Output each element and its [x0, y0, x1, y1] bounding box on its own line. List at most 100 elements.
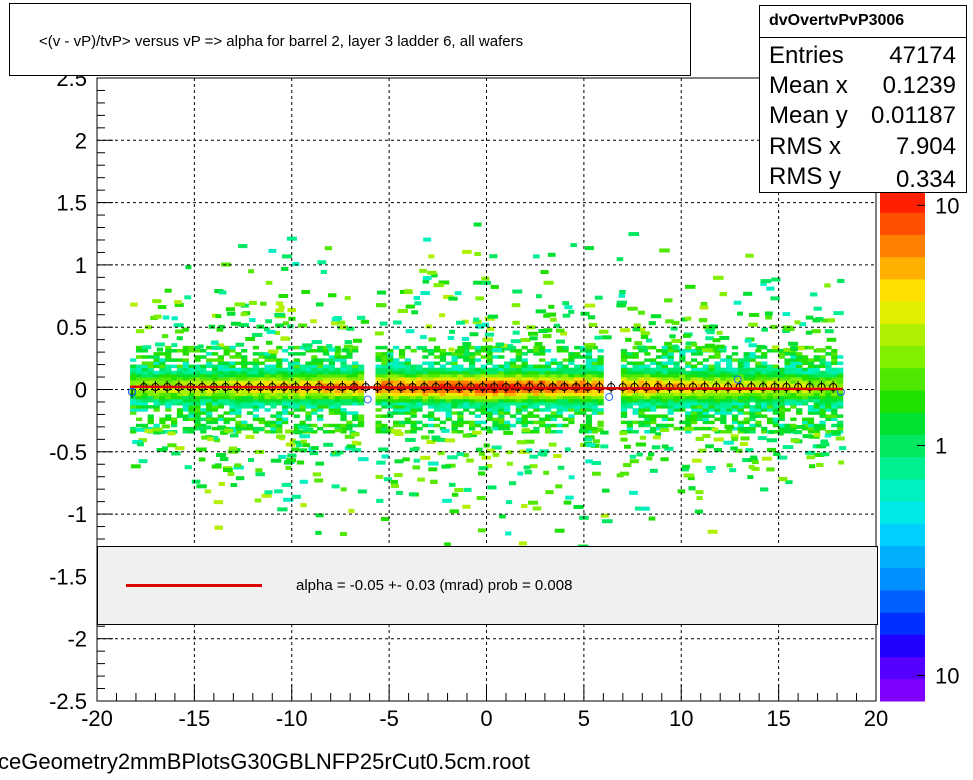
heatmap-cell: [428, 254, 435, 259]
heatmap-cell: [749, 405, 756, 409]
heatmap-cell: [463, 395, 470, 400]
heatmap-cell: [708, 398, 715, 403]
heatmap-cell: [433, 401, 441, 406]
heatmap-cell: [287, 389, 295, 394]
heatmap-cell: [731, 437, 739, 442]
heatmap-cell: [714, 401, 721, 406]
heatmap-cell: [573, 504, 584, 509]
heatmap-cell: [680, 467, 689, 472]
heatmap-cell: [246, 367, 254, 372]
heatmap-cell: [182, 345, 189, 350]
heatmap-cell: [597, 361, 604, 365]
heatmap-cell: [258, 405, 265, 409]
heatmap-cell: [404, 377, 411, 381]
heatmap-cell: [217, 398, 224, 403]
heatmap-cell: [375, 423, 382, 428]
heatmap-cell: [720, 380, 727, 384]
heatmap-cell: [457, 398, 464, 403]
heatmap-cell: [334, 401, 341, 406]
heatmap-cell: [240, 312, 248, 317]
heatmap-cell: [685, 423, 692, 428]
heatmap-cell: [620, 364, 628, 369]
heatmap-cell: [515, 420, 522, 425]
heatmap-cell: [302, 343, 313, 348]
heatmap-cell: [759, 487, 769, 492]
heatmap-cell: [130, 367, 137, 372]
heatmap-cell: [671, 320, 680, 325]
heatmap-cell: [726, 405, 733, 409]
heatmap-cell: [509, 423, 517, 428]
heatmap-cell: [235, 476, 245, 481]
heatmap-cell: [200, 370, 207, 375]
heatmap-cell: [766, 389, 774, 394]
heatmap-cell: [755, 389, 762, 394]
heatmap-cell: [761, 377, 768, 381]
heatmap-cell: [439, 355, 447, 359]
heatmap-cell: [837, 380, 844, 384]
heatmap-cell: [699, 305, 709, 310]
heatmap-cell: [492, 452, 500, 457]
heatmap-cell: [790, 438, 800, 443]
heatmap-cell: [825, 380, 832, 384]
heatmap-cell: [661, 383, 669, 387]
heatmap-cell: [299, 392, 306, 397]
heatmap-cell: [544, 398, 552, 403]
heatmap-cell: [437, 451, 445, 456]
heatmap-cell: [720, 405, 727, 409]
heatmap-cell: [381, 370, 388, 375]
heatmap-cell: [188, 429, 195, 434]
heatmap-cell: [310, 319, 317, 324]
heatmap-cell: [790, 426, 797, 431]
heatmap-cell: [463, 345, 470, 350]
heatmap-cell: [159, 383, 166, 387]
color-scale-swatch: [880, 234, 925, 258]
heatmap-cell: [398, 355, 406, 359]
heatmap-cell: [235, 380, 242, 384]
heatmap-cell: [457, 345, 464, 350]
heatmap-cell: [521, 392, 528, 397]
heatmap-cell: [720, 349, 727, 353]
heatmap-cell: [527, 411, 534, 415]
heatmap-cell: [206, 401, 213, 406]
heatmap-cell: [408, 492, 417, 497]
heatmap-cell: [751, 460, 759, 465]
heatmap-cell: [293, 345, 300, 350]
heatmap-cell: [562, 401, 569, 406]
heatmap-cell: [381, 423, 388, 428]
heatmap-cell: [548, 304, 555, 309]
heatmap-cell: [579, 426, 587, 431]
heatmap-cell: [346, 364, 353, 369]
heatmap-cell: [165, 352, 172, 356]
heatmap-cell: [737, 361, 744, 365]
heatmap-cell: [152, 299, 162, 304]
heatmap-cell: [755, 398, 762, 403]
heatmap-cell: [153, 386, 160, 390]
heatmap-cell: [135, 386, 143, 390]
heatmap-cell: [696, 389, 704, 394]
heatmap-cell: [620, 437, 628, 442]
heatmap-cell: [445, 398, 452, 403]
heatmap-cell: [200, 392, 207, 397]
heatmap-cell: [147, 426, 154, 431]
heatmap-cell: [461, 319, 469, 324]
heatmap-cell: [340, 414, 347, 418]
heatmap-cell: [258, 383, 265, 387]
heatmap-cell: [579, 349, 587, 353]
heatmap-cell: [375, 429, 382, 434]
heatmap-cell: [340, 377, 347, 381]
heatmap-cell: [813, 411, 820, 415]
profile-point: [747, 383, 756, 392]
heatmap-cell: [468, 392, 476, 397]
heatmap-cell: [766, 467, 775, 472]
heatmap-cell: [644, 398, 651, 403]
heatmap-cell: [521, 383, 528, 387]
heatmap-cell: [293, 430, 303, 435]
heatmap-cell: [451, 426, 458, 431]
heatmap-cell: [635, 442, 647, 447]
heatmap-cell: [813, 358, 820, 362]
heatmap-cell: [185, 265, 192, 270]
heatmap-cell: [749, 426, 756, 431]
heatmap-cell: [141, 380, 149, 384]
heatmap-cell: [720, 373, 727, 378]
